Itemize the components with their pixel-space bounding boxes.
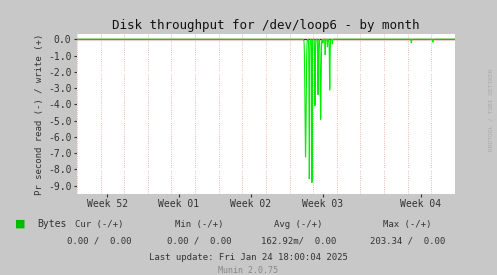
Text: Munin 2.0.75: Munin 2.0.75	[219, 266, 278, 275]
Text: Cur (-/+): Cur (-/+)	[75, 220, 124, 229]
Text: 0.00 /  0.00: 0.00 / 0.00	[67, 236, 132, 245]
Text: ■: ■	[15, 219, 25, 229]
Y-axis label: Pr second read (-) / write (+): Pr second read (-) / write (+)	[35, 34, 44, 195]
Text: RRDTOOL / TOBI OETIKER: RRDTOOL / TOBI OETIKER	[489, 69, 494, 151]
Text: Bytes: Bytes	[37, 219, 67, 229]
Text: 0.00 /  0.00: 0.00 / 0.00	[166, 236, 231, 245]
Text: Max (-/+): Max (-/+)	[383, 220, 432, 229]
Text: 162.92m/  0.00: 162.92m/ 0.00	[260, 236, 336, 245]
Text: Min (-/+): Min (-/+)	[174, 220, 223, 229]
Title: Disk throughput for /dev/loop6 - by month: Disk throughput for /dev/loop6 - by mont…	[112, 19, 419, 32]
Text: 203.34 /  0.00: 203.34 / 0.00	[370, 236, 445, 245]
Text: Avg (-/+): Avg (-/+)	[274, 220, 323, 229]
Text: Last update: Fri Jan 24 18:00:04 2025: Last update: Fri Jan 24 18:00:04 2025	[149, 253, 348, 262]
